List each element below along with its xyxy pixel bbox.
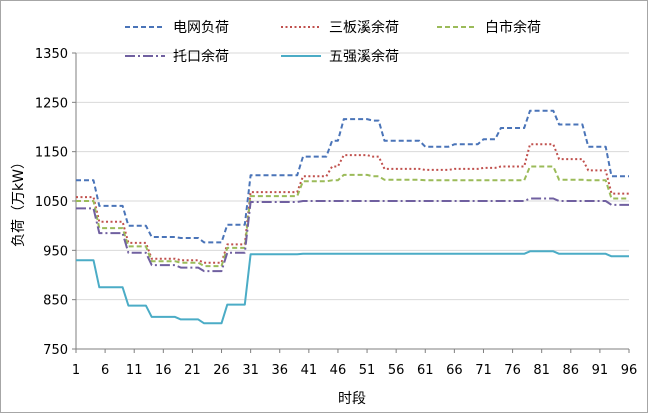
series-lines xyxy=(76,109,629,325)
legend-label: 五强溪余荷 xyxy=(329,48,399,65)
x-tick-label: 56 xyxy=(388,363,405,378)
axes xyxy=(72,52,630,353)
legend-label: 托口余荷 xyxy=(173,48,229,65)
x-tick-label: 26 xyxy=(213,363,230,378)
x-tick-label: 1 xyxy=(72,363,80,378)
series-line-2 xyxy=(76,143,629,264)
x-tick-label: 21 xyxy=(184,363,201,378)
x-tick-label: 66 xyxy=(446,363,463,378)
x-tick-label: 6 xyxy=(101,363,109,378)
gridlines xyxy=(76,52,629,301)
x-tick-label: 81 xyxy=(533,363,550,378)
x-tick-label: 46 xyxy=(330,363,347,378)
legend-item-4: 托口余荷 xyxy=(125,48,229,65)
x-tick-labels: 1 6 11 16 21 26 31 36 41 46 51 56 61 66 71 76 81 86 91 96 xyxy=(72,363,637,378)
legend-item-1: 电网负荷 xyxy=(125,20,229,36)
legend-label: 白市余荷 xyxy=(485,19,541,36)
series-line-1 xyxy=(76,109,629,244)
series-line-4 xyxy=(76,197,629,273)
x-tick-label: 51 xyxy=(359,363,376,378)
x-tick-label: 36 xyxy=(271,363,288,378)
y-tick-labels: 750 850 950 1050 1150 1250 1350 xyxy=(35,47,68,358)
series-line-3 xyxy=(76,165,629,268)
x-tick-label: 61 xyxy=(417,363,434,378)
y-tick-label: 1250 xyxy=(35,96,68,111)
legend-label: 电网负荷 xyxy=(173,20,229,36)
y-tick-label: 1350 xyxy=(35,47,68,62)
y-tick-label: 1150 xyxy=(35,146,68,161)
x-tick-label: 71 xyxy=(475,363,492,378)
x-tick-label: 96 xyxy=(621,363,638,378)
y-tick-label: 1050 xyxy=(35,195,68,210)
x-tick-label: 16 xyxy=(155,363,172,378)
legend-item-2: 三板溪余荷 xyxy=(281,19,399,36)
legend-item-5: 五强溪余荷 xyxy=(281,48,399,65)
series-line-5 xyxy=(76,250,629,325)
x-axis-title: 时段 xyxy=(338,391,366,407)
legend-label: 三板溪余荷 xyxy=(329,19,399,36)
y-tick-label: 950 xyxy=(43,244,68,259)
x-tick-label: 11 xyxy=(126,363,143,378)
y-tick-label: 750 xyxy=(43,343,68,358)
x-tick-label: 41 xyxy=(301,363,318,378)
x-tick-label: 76 xyxy=(504,363,521,378)
y-tick-label: 850 xyxy=(43,294,68,309)
x-tick-label: 91 xyxy=(592,363,609,378)
y-axis-title: 负荷（万kW） xyxy=(11,155,27,247)
x-tick-label: 31 xyxy=(242,363,259,378)
legend-item-3: 白市余荷 xyxy=(437,19,541,36)
x-tick-label: 86 xyxy=(563,363,580,378)
